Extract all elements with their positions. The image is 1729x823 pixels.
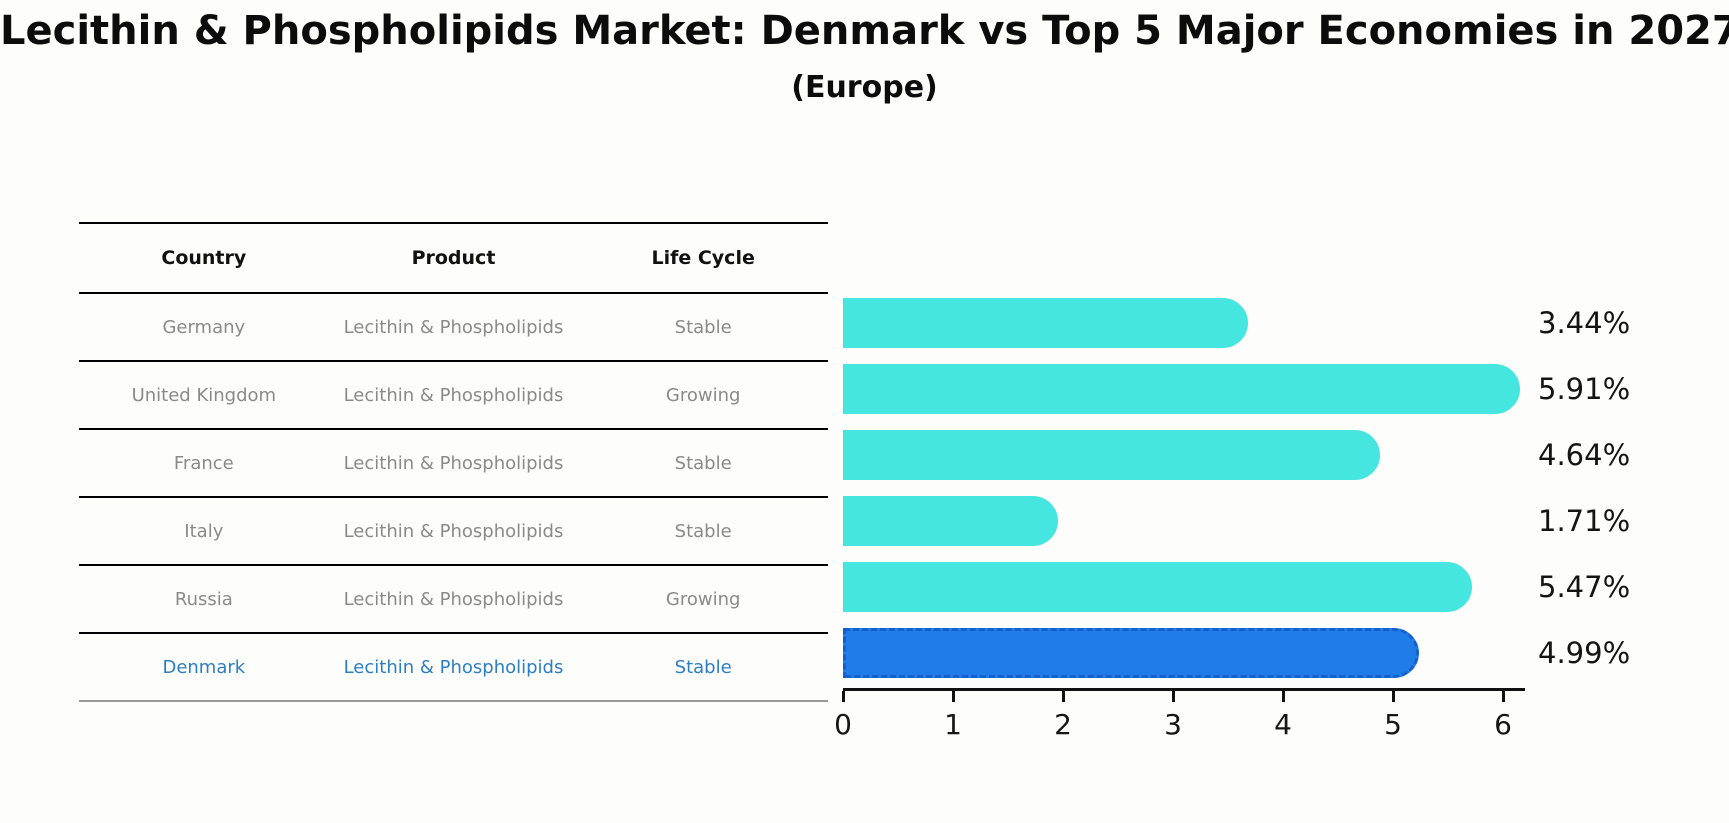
table-cell-country: France (173, 452, 234, 474)
page-subtitle: (Europe) (791, 70, 938, 105)
bar-value-label: 4.64% (1538, 438, 1631, 472)
table-cell-life-cycle: Stable (674, 520, 732, 542)
table-cell-country: Denmark (162, 656, 246, 678)
table-body: Germany Lecithin & Phospholipids Stable Uni… (79, 294, 828, 702)
x-axis-tick-label: 0 (834, 708, 852, 741)
x-axis-tick-label: 6 (1494, 708, 1512, 741)
x-axis-tick-label: 4 (1274, 708, 1292, 741)
table-cell-country: Germany (162, 316, 246, 338)
x-axis-tick (952, 691, 955, 702)
table-header-row: Country Product Life Cycle (79, 222, 828, 294)
bar-value-label: 1.71% (1538, 504, 1631, 538)
table-cell-life-cycle: Stable (674, 452, 732, 474)
bar-denmark (843, 628, 1419, 678)
table-header-product: Product (411, 247, 496, 269)
table-cell-country: Russia (174, 588, 233, 610)
table-cell-product: Lecithin & Phospholipids (343, 316, 564, 338)
x-axis-tick-label: 1 (944, 708, 962, 741)
table-cell-country: United Kingdom (131, 384, 277, 406)
bar-value-label: 5.91% (1538, 372, 1631, 406)
country-table: Country Product Life Cycle Germany Lecith… (79, 222, 828, 702)
x-axis-tick (1502, 691, 1505, 702)
table-cell-life-cycle: Stable (674, 656, 732, 678)
bar-united-kingdom (843, 364, 1520, 414)
table-cell-life-cycle: Growing (665, 384, 741, 406)
bar-value-label: 4.99% (1538, 636, 1631, 670)
bar-value-label: 3.44% (1538, 306, 1631, 340)
table-cell-product: Lecithin & Phospholipids (343, 520, 564, 542)
table-cell-life-cycle: Growing (665, 588, 741, 610)
table-header-country: Country (161, 247, 247, 269)
bar-russia (843, 562, 1472, 612)
table-cell-life-cycle: Stable (674, 316, 732, 338)
table-header-lifecycle: Life Cycle (651, 247, 755, 269)
table-row: France Lecithin & Phospholipids Stable (79, 430, 828, 498)
table-row: Russia Lecithin & Phospholipids Growing (79, 566, 828, 634)
table-row: Italy Lecithin & Phospholipids Stable (79, 498, 828, 566)
bar-germany (843, 298, 1248, 348)
x-axis-tick-label: 2 (1054, 708, 1072, 741)
x-axis-tick (1172, 691, 1175, 702)
bar-value-label: 5.47% (1538, 570, 1631, 604)
x-axis-tick-label: 3 (1164, 708, 1182, 741)
table-cell-product: Lecithin & Phospholipids (343, 588, 564, 610)
x-axis-line (843, 688, 1525, 691)
table-cell-country: Italy (184, 520, 224, 542)
x-axis-tick (1282, 691, 1285, 702)
table-row: United Kingdom Lecithin & Phospholipids Gr… (79, 362, 828, 430)
table-cell-product: Lecithin & Phospholipids (343, 452, 564, 474)
bar-italy (843, 496, 1058, 546)
table-row: Denmark Lecithin & Phospholipids Stable (79, 634, 828, 702)
table-cell-product: Lecithin & Phospholipids (343, 656, 564, 678)
bar-chart: 0 1 2 3 4 5 6 (834, 290, 1525, 741)
x-axis-tick (1392, 691, 1395, 702)
table-cell-product: Lecithin & Phospholipids (343, 384, 564, 406)
x-axis-tick (1062, 691, 1065, 702)
x-axis-tick-label: 5 (1384, 708, 1402, 741)
bar-france (843, 430, 1380, 480)
page-title: Lecithin & Phospholipids Market: Denmark… (0, 8, 1729, 54)
x-axis-tick (842, 691, 845, 702)
table-row: Germany Lecithin & Phospholipids Stable (79, 294, 828, 362)
